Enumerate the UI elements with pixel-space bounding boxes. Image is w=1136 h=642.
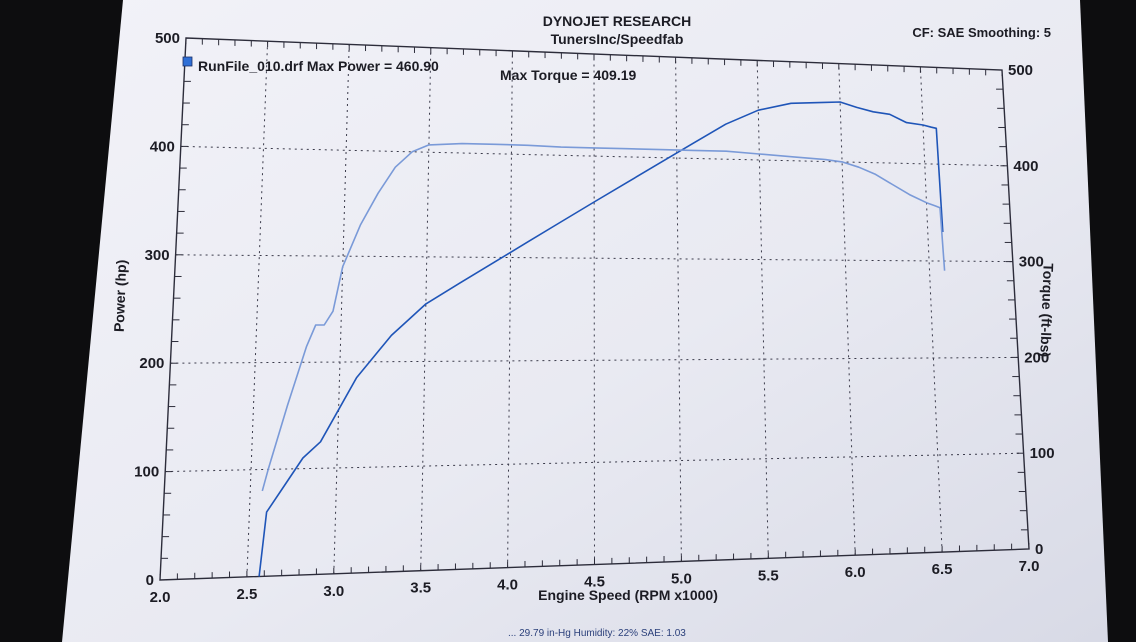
x-tick-label: 5.5 — [758, 567, 779, 584]
y2-tick-label: 500 — [1008, 62, 1033, 79]
x-tick-label: 4.0 — [497, 577, 518, 594]
x-grid-line — [333, 44, 350, 574]
x-tick-label: 6.0 — [845, 564, 866, 581]
y-grid-line — [165, 452, 1024, 473]
y-tick-label: 100 — [134, 464, 159, 481]
chart-subtitle: TunersInc/Speedfab — [551, 31, 684, 47]
footer-conditions: ... 29.79 in-Hg Humidity: 22% SAE: 1.03 — [508, 628, 686, 639]
y2-tick-label: 100 — [1030, 445, 1055, 462]
legend-swatch — [182, 56, 193, 67]
y2-tick-label: 400 — [1013, 158, 1038, 175]
x-tick-label: 2.5 — [236, 586, 257, 603]
y-axis-title: Power (hp) — [111, 259, 130, 332]
grid-lines — [165, 41, 1024, 577]
x-grid-line — [593, 53, 595, 565]
x-grid-line — [420, 47, 432, 571]
legend-max-torque: Max Torque = 409.19 — [500, 67, 637, 83]
y2-axis-title: Torque (ft-lbs) — [1037, 263, 1056, 357]
y2-tick-label: 300 — [1019, 254, 1044, 271]
settings-label: CF: SAE Smoothing: 5 — [912, 25, 1051, 40]
x-tick-label: 5.0 — [671, 570, 692, 587]
x-grid-line — [507, 50, 513, 568]
x-grid-line — [675, 57, 682, 562]
x-grid-line — [756, 60, 769, 559]
y-grid-line — [175, 254, 1013, 263]
x-tick-label: 3.0 — [323, 583, 344, 600]
power-curve — [258, 101, 944, 577]
torque-curve — [261, 142, 946, 492]
x-grid-line — [919, 66, 943, 553]
x-grid-line — [246, 41, 269, 577]
legend-run-file: RunFile_010.drf Max Power = 460.90 — [198, 58, 439, 74]
y-tick-label: 200 — [139, 355, 164, 372]
y-tick-label: 400 — [150, 138, 175, 155]
chart-title: DYNOJET RESEARCH — [543, 13, 692, 29]
y2-tick-label: 0 — [1035, 541, 1043, 558]
tick-labels: 2.0 2.5 3.0 3.5 4.0 4.5 5.0 5.5 6.0 6.5 7.00100200… — [134, 30, 1054, 606]
x-tick-label: 3.5 — [410, 580, 431, 597]
y2-tick-label: 200 — [1024, 349, 1049, 366]
tick-marks — [159, 37, 1030, 581]
y-tick-label: 300 — [145, 247, 170, 264]
series-lines — [258, 101, 946, 577]
x-tick-label: 7.0 — [1019, 558, 1040, 575]
y-tick-label: 0 — [146, 572, 154, 589]
y-tick-label: 500 — [155, 30, 180, 47]
x-axis-title: Engine Speed (RPM x1000) — [538, 587, 718, 603]
x-tick-label: 4.5 — [584, 574, 605, 591]
x-grid-line — [838, 63, 856, 556]
x-tick-label: 2.0 — [150, 589, 171, 606]
x-tick-label: 6.5 — [932, 561, 953, 578]
